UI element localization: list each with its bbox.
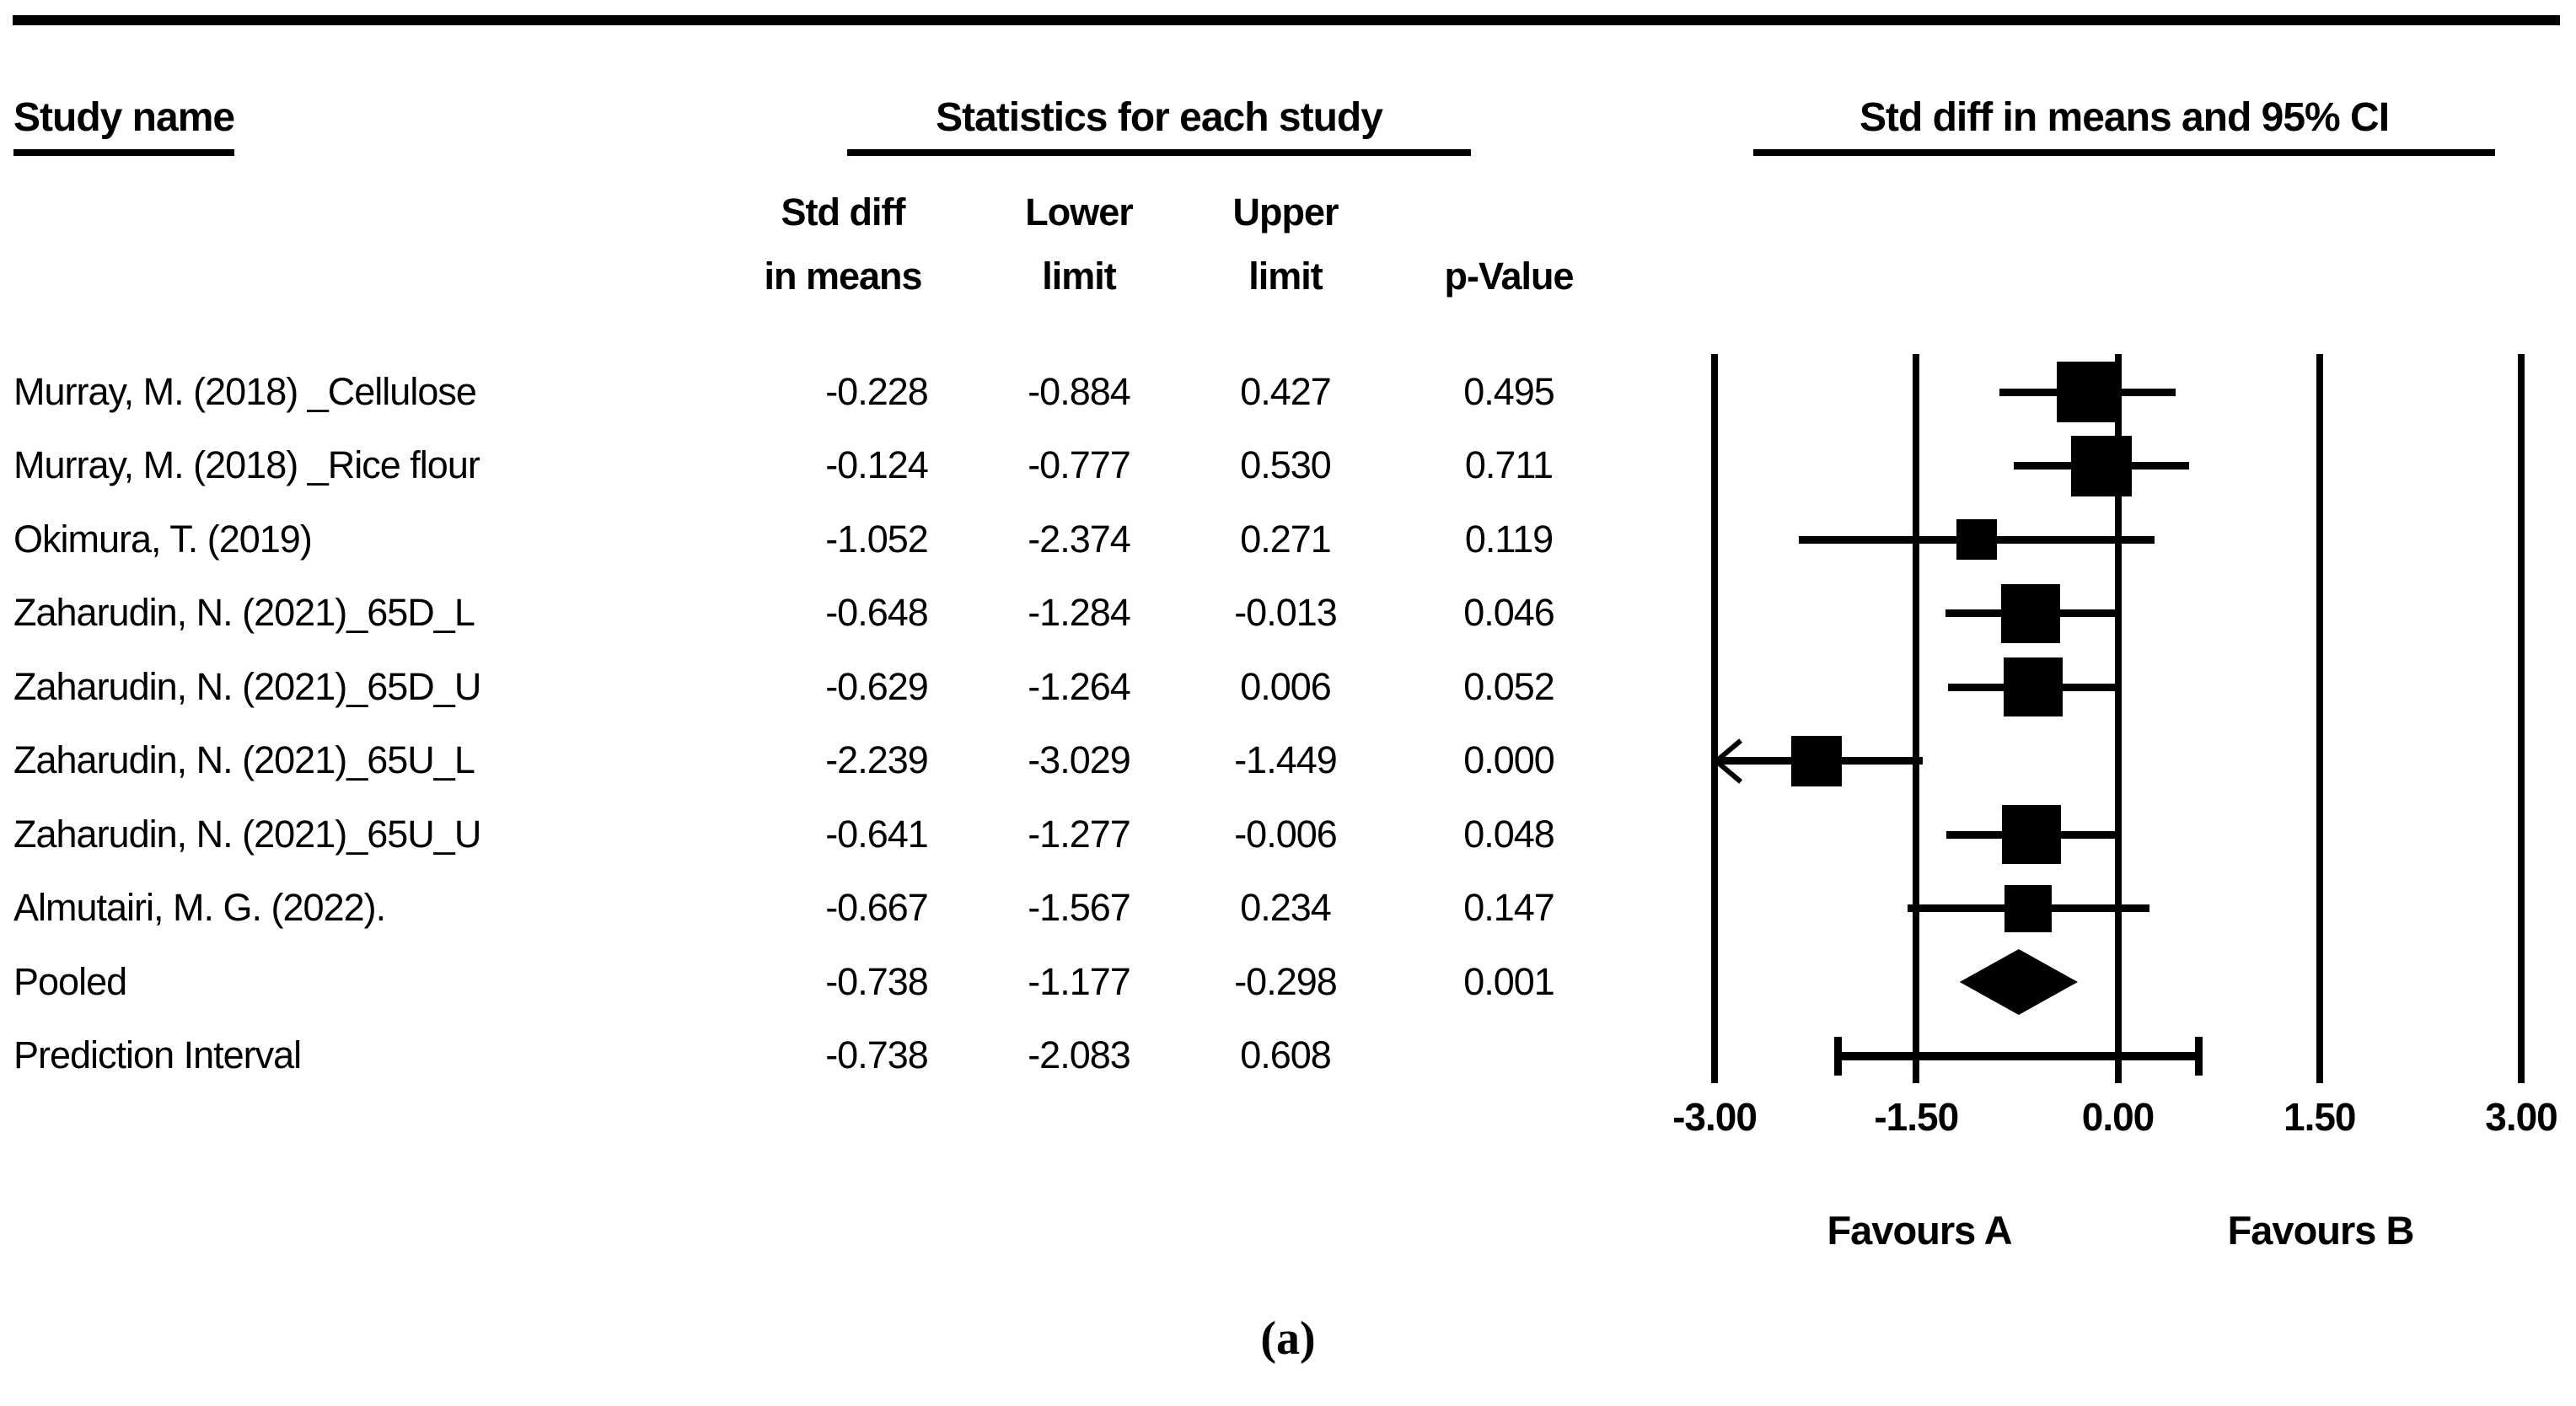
figure-caption: (a) — [1260, 1312, 1316, 1365]
table-row: Murray, M. (2018) _Cellulose -0.228 -0.8… — [13, 355, 1610, 429]
pooled-diamond — [1959, 949, 2078, 1015]
col-header-std-diff-line2: in means — [764, 255, 922, 298]
plot-header: Std diff in means and 95% CI — [1753, 94, 2495, 156]
col-header-upper-line2: limit — [1248, 255, 1323, 298]
upper-limit-value: 0.234 — [1240, 886, 1332, 930]
axis-gridline — [2518, 354, 2525, 1083]
study-name: Zaharudin, N. (2021)_65U_L — [13, 738, 475, 782]
table-row: Okimura, T. (2019) -1.052 -2.374 0.271 0… — [13, 502, 1610, 577]
upper-limit-value: -0.013 — [1234, 591, 1338, 635]
upper-limit-value: 0.006 — [1240, 664, 1332, 708]
study-point-square — [2004, 657, 2063, 716]
prediction-interval-line — [1838, 1051, 2200, 1060]
study-name: Murray, M. (2018) _Rice flour — [13, 443, 480, 487]
study-name: Okimura, T. (2019) — [13, 517, 313, 561]
study-point-square — [2057, 362, 2118, 422]
forest-plot-area — [1711, 354, 2525, 1083]
std-diff-value: -0.738 — [825, 959, 929, 1003]
study-point-square — [2002, 805, 2062, 864]
statistics-header: Statistics for each study — [847, 94, 1471, 156]
std-diff-value: -0.738 — [825, 1033, 929, 1077]
table-row: Prediction Interval -0.738 -2.083 0.608 — [13, 1019, 1610, 1093]
std-diff-value: -2.239 — [825, 738, 929, 782]
axis-tick-label: 1.50 — [2283, 1095, 2357, 1139]
study-point-square — [2004, 884, 2053, 932]
upper-limit-value: -0.006 — [1234, 812, 1338, 856]
p-value: 0.000 — [1463, 738, 1555, 782]
col-header-lower-line1: Lower — [1025, 191, 1134, 233]
top-rule — [13, 15, 2560, 25]
table-row: Pooled -0.738 -1.177 -0.298 0.001 — [13, 945, 1610, 1019]
std-diff-value: -0.124 — [825, 443, 929, 487]
interval-end-cap — [2195, 1036, 2203, 1076]
study-name: Zaharudin, N. (2021)_65D_U — [13, 664, 481, 708]
study-name-header: Study name — [13, 94, 235, 156]
col-header-upper-line1: Upper — [1232, 191, 1339, 233]
p-value: 0.119 — [1464, 517, 1554, 561]
lower-limit-value: -1.567 — [1028, 886, 1131, 930]
study-name: Murray, M. (2018) _Cellulose — [13, 369, 477, 413]
p-value: 0.711 — [1464, 443, 1554, 487]
study-name: Zaharudin, N. (2021)_65U_U — [13, 812, 481, 856]
std-diff-value: -0.629 — [825, 664, 929, 708]
std-diff-value: -0.667 — [825, 886, 929, 930]
table-row: Almutairi, M. G. (2022). -0.667 -1.567 0… — [13, 872, 1610, 946]
p-value: 0.001 — [1463, 959, 1555, 1003]
favours-a-label: Favours A — [1827, 1208, 2012, 1253]
lower-limit-value: -2.374 — [1028, 517, 1131, 561]
study-point-square — [1956, 519, 1997, 560]
study-point-square — [2001, 583, 2061, 643]
upper-limit-value: 0.427 — [1240, 369, 1332, 413]
std-diff-value: -0.228 — [825, 369, 929, 413]
axis-tick-label: -3.00 — [1672, 1095, 1758, 1139]
lower-limit-value: -0.884 — [1028, 369, 1131, 413]
table-row: Zaharudin, N. (2021)_65U_L -2.239 -3.029… — [13, 724, 1610, 798]
std-diff-value: -0.641 — [825, 812, 929, 856]
col-header-lower-line2: limit — [1042, 255, 1117, 298]
axis-tick-label: 0.00 — [2081, 1095, 2155, 1139]
table-row: Zaharudin, N. (2021)_65D_L -0.648 -1.284… — [13, 577, 1610, 651]
upper-limit-value: -0.298 — [1234, 959, 1338, 1003]
p-value: 0.052 — [1463, 664, 1555, 708]
col-header-std-diff-line1: Std diff — [781, 191, 906, 233]
study-name: Zaharudin, N. (2021)_65D_L — [13, 591, 475, 635]
std-diff-value: -1.052 — [825, 517, 929, 561]
study-name: Prediction Interval — [13, 1033, 302, 1077]
std-diff-value: -0.648 — [825, 591, 929, 635]
study-table: Murray, M. (2018) _Cellulose -0.228 -0.8… — [13, 355, 1610, 1092]
axis-tick-label: -1.50 — [1874, 1095, 1959, 1139]
table-row: Zaharudin, N. (2021)_65U_U -0.641 -1.277… — [13, 797, 1610, 872]
p-value: 0.495 — [1463, 369, 1555, 413]
upper-limit-value: -1.449 — [1234, 738, 1338, 782]
lower-limit-value: -3.029 — [1028, 738, 1131, 782]
study-point-square — [1791, 735, 1843, 786]
interval-end-cap — [1834, 1036, 1843, 1076]
lower-limit-value: -1.277 — [1028, 812, 1131, 856]
lower-limit-value: -0.777 — [1028, 443, 1131, 487]
lower-limit-value: -1.177 — [1028, 959, 1131, 1003]
axis-gridline — [2316, 354, 2323, 1083]
study-name: Almutairi, M. G. (2022). — [13, 886, 386, 930]
axis-gridline — [1711, 354, 1718, 1083]
table-row: Zaharudin, N. (2021)_65D_U -0.629 -1.264… — [13, 650, 1610, 724]
upper-limit-value: 0.608 — [1240, 1033, 1332, 1077]
col-header-p-value: p-Value — [1444, 255, 1574, 298]
axis-gridline — [1913, 354, 1920, 1083]
lower-limit-value: -2.083 — [1028, 1033, 1131, 1077]
p-value: 0.048 — [1463, 812, 1555, 856]
favours-b-label: Favours B — [2227, 1208, 2415, 1253]
study-point-square — [2070, 435, 2132, 496]
p-value: 0.046 — [1463, 591, 1555, 635]
p-value: 0.147 — [1463, 886, 1555, 930]
axis-tick-label: 3.00 — [2485, 1095, 2558, 1139]
table-row: Murray, M. (2018) _Rice flour -0.124 -0.… — [13, 429, 1610, 503]
lower-limit-value: -1.264 — [1028, 664, 1131, 708]
axis-gridline — [2114, 354, 2122, 1083]
study-name: Pooled — [13, 959, 127, 1003]
lower-limit-value: -1.284 — [1028, 591, 1131, 635]
upper-limit-value: 0.271 — [1240, 517, 1332, 561]
upper-limit-value: 0.530 — [1240, 443, 1332, 487]
